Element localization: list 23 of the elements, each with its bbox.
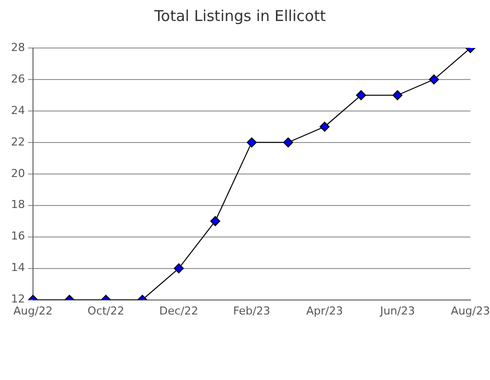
point xyxy=(320,122,330,132)
chart-title: Total Listings in Ellicott xyxy=(153,6,326,25)
x-tick-label: Jun/23 xyxy=(379,304,415,318)
x-tick-label: Feb/23 xyxy=(233,304,270,318)
x-tick-label: Apr/23 xyxy=(306,304,343,318)
point xyxy=(356,90,366,100)
x-tick-label: Dec/22 xyxy=(159,304,198,318)
point xyxy=(283,137,294,148)
y-tick-label: 22 xyxy=(10,135,25,148)
y-tick-label: 18 xyxy=(10,198,25,212)
y-tick-label: 14 xyxy=(10,261,25,274)
y-tick-label: 24 xyxy=(10,104,25,117)
y-tick-label: 26 xyxy=(10,72,25,86)
point xyxy=(246,137,257,148)
x-tick-label: Oct/22 xyxy=(88,304,124,318)
y-tick-label: 20 xyxy=(10,166,25,180)
y-tick-label: 28 xyxy=(10,40,25,54)
point xyxy=(392,90,403,100)
y-tick-label: 16 xyxy=(10,230,25,243)
point xyxy=(428,74,439,84)
x-tick-label: Aug/23 xyxy=(450,304,490,318)
x-tick-label: Aug/22 xyxy=(13,304,53,318)
y-tick-label: 12 xyxy=(10,292,25,306)
